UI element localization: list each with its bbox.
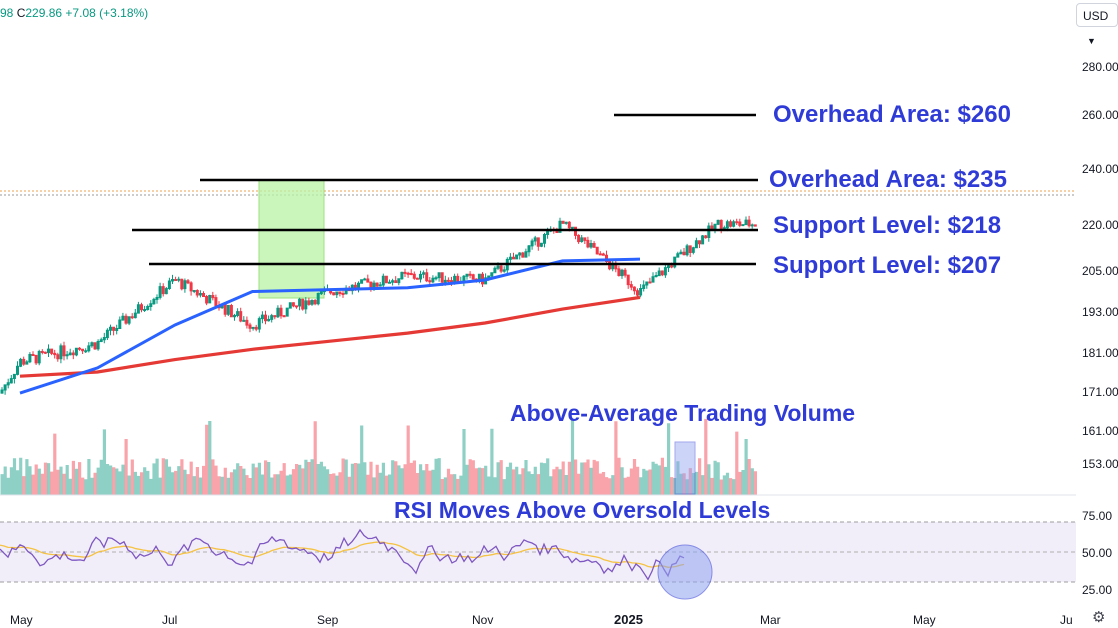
rsi-tick-label: 50.00 (1082, 546, 1112, 560)
close-value: 229.86 (25, 6, 63, 20)
y-tick-label: 220.00 (1082, 218, 1118, 232)
x-tick-label: 2025 (614, 612, 643, 627)
sma200-line (19, 295, 641, 378)
x-tick-label: May (913, 613, 936, 627)
x-tick-label: Mar (760, 613, 781, 627)
rsi-tick-label: 25.00 (1082, 583, 1112, 597)
sma50-line (19, 257, 641, 395)
time-axis: May Jul Sep Nov 2025 Mar May Ju (10, 612, 1073, 627)
x-tick-label: Ju (1060, 613, 1073, 627)
y-tick-label: 240.00 (1082, 162, 1118, 176)
y-tick-label: 161.00 (1082, 424, 1118, 438)
level-label-207: Support Level: $207 (773, 252, 1001, 279)
rsi-line (0, 528, 685, 581)
x-tick-label: Nov (472, 613, 493, 627)
rsi-tick-label: 75.00 (1082, 509, 1112, 523)
price-axis: 280.00 260.00 240.00 220.00 205.00 193.0… (1082, 60, 1118, 597)
y-tick-label: 260.00 (1082, 108, 1118, 122)
volume-highlight-box (674, 441, 696, 495)
y-tick-label: 171.00 (1082, 385, 1118, 399)
y-tick-label: 193.00 (1082, 305, 1118, 319)
level-label-235: Overhead Area: $235 (769, 166, 1007, 193)
price-change: +7.08 (65, 6, 96, 20)
currency-label: USD (1083, 9, 1109, 23)
currency-selector[interactable]: USD ▼ (1076, 3, 1118, 46)
volume-bar-down (22, 418, 757, 495)
x-tick-label: Sep (317, 613, 339, 627)
volume-bars (0, 418, 757, 495)
level-label-260: Overhead Area: $260 (773, 101, 1011, 128)
y-tick-label: 205.00 (1082, 264, 1118, 278)
level-label-218: Support Level: $218 (773, 212, 1001, 239)
highlight-box (258, 179, 325, 299)
candle-up (0, 216, 754, 395)
price-change-percent: (+3.18%) (99, 6, 149, 20)
x-tick-label: Jul (162, 613, 177, 627)
rsi-annotation: RSI Moves Above Oversold Levels (394, 497, 770, 523)
volume-annotation: Above-Average Trading Volume (510, 400, 855, 426)
candles (0, 215, 757, 395)
volume-bar-up (0, 419, 754, 495)
ohlc-prefix: 98 (0, 6, 14, 20)
y-tick-label: 280.00 (1082, 60, 1118, 74)
gear-icon[interactable]: ⚙ (1092, 609, 1106, 626)
rsi-ma-line (0, 541, 685, 568)
y-tick-label: 181.00 (1082, 346, 1118, 360)
ohlc-readout: 98 C229.86 +7.08 (+3.18%) (0, 6, 148, 20)
rsi-highlight-circle (657, 544, 713, 600)
chevron-down-icon: ▼ (1087, 36, 1096, 46)
y-tick-label: 153.00 (1082, 457, 1118, 471)
close-label: C (16, 6, 26, 20)
x-tick-label: May (10, 613, 33, 627)
candle-down (22, 215, 757, 366)
